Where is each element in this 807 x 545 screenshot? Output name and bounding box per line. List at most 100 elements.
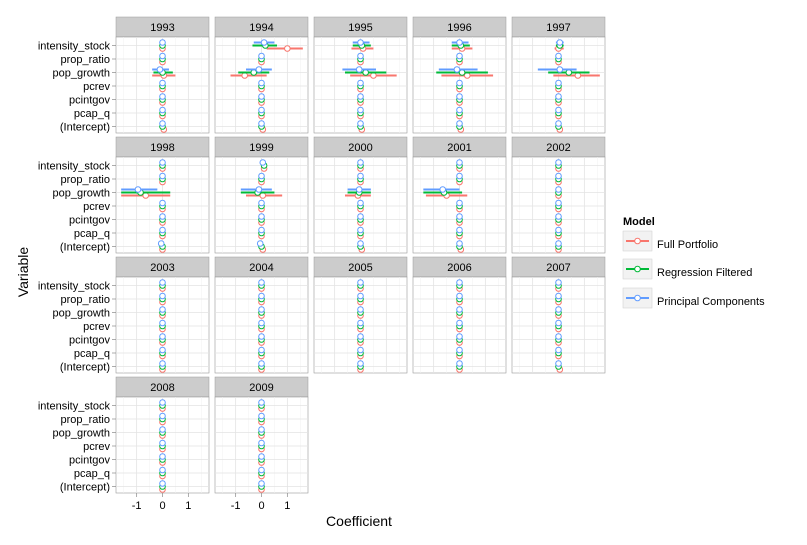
point-principal-components	[258, 213, 265, 220]
point-principal-components	[258, 226, 265, 234]
legend: Model Full Portfolio Regression Filtered…	[622, 216, 765, 309]
point-principal-components	[555, 159, 562, 166]
point-principal-components	[555, 319, 562, 327]
point-principal-components	[555, 333, 562, 340]
point-principal-components	[456, 292, 463, 300]
point-principal-components	[159, 319, 166, 327]
facet-strip-label: 2002	[546, 142, 570, 154]
facet-strip-label: 1995	[348, 22, 372, 34]
point-principal-components	[258, 439, 265, 447]
point-principal-components	[555, 346, 562, 354]
facet-strip-label: 1999	[249, 142, 273, 154]
y-tick-label: pcap_q	[74, 228, 110, 240]
point-principal-components	[357, 52, 364, 60]
point-principal-components	[355, 186, 363, 193]
y-tick-label: pcrev	[83, 441, 110, 453]
y-tick-label: pcintgov	[69, 335, 110, 347]
y-tick-label: pcintgov	[69, 95, 110, 107]
facet-panel-1996: 1996	[412, 16, 507, 134]
point-principal-components	[357, 199, 364, 207]
point-principal-components	[259, 159, 267, 166]
point-principal-components	[159, 466, 166, 474]
legend-label-regression-filtered: Regression Filtered	[657, 267, 752, 279]
point-principal-components	[258, 319, 265, 327]
y-tick-label: pop_growth	[53, 68, 111, 80]
point-principal-components	[357, 240, 364, 247]
point-principal-components	[258, 52, 265, 60]
point-principal-components	[555, 213, 562, 220]
point-principal-components	[159, 172, 166, 180]
point-principal-components	[159, 279, 166, 286]
point-principal-components	[258, 306, 265, 313]
point-principal-components	[159, 453, 166, 460]
point-principal-components	[456, 240, 463, 247]
facet-strip-label: 2007	[546, 262, 570, 274]
point-principal-components	[456, 79, 463, 87]
point-principal-components	[258, 360, 265, 367]
point-principal-components	[159, 399, 166, 406]
point-principal-components	[555, 106, 562, 114]
point-principal-components	[556, 39, 564, 46]
point-full-portfolio	[142, 192, 150, 199]
point-principal-components	[439, 186, 447, 193]
facet-strip-label: 2004	[249, 262, 273, 274]
point-principal-components	[134, 186, 142, 193]
facet-panel-2009: 2009 -1 0 1	[214, 376, 309, 512]
point-regression-filtered	[458, 69, 466, 76]
y-tick-label: (Intercept)	[60, 362, 110, 374]
point-principal-components	[159, 213, 166, 220]
point-principal-components	[456, 172, 463, 180]
point-principal-components	[258, 199, 265, 207]
facet-strip-label: 1996	[447, 22, 471, 34]
point-principal-components	[159, 333, 166, 340]
facet-strip-label: 2006	[447, 262, 471, 274]
y-tick-label: pcintgov	[69, 455, 110, 467]
point-principal-components	[357, 360, 364, 367]
point-principal-components	[357, 120, 364, 127]
point-principal-components	[159, 79, 166, 87]
y-tick-label: intensity_stock	[38, 161, 111, 173]
point-principal-components	[159, 346, 166, 354]
facet-panel-1994: 1994	[214, 16, 309, 134]
point-principal-components	[555, 240, 562, 247]
point-principal-components	[258, 346, 265, 354]
point-principal-components	[159, 39, 166, 46]
facet-strip-label: 1993	[150, 22, 174, 34]
legend-point-regression-filtered	[634, 265, 641, 273]
point-principal-components	[159, 360, 166, 367]
point-principal-components	[456, 306, 463, 313]
y-tick-label: prop_ratio	[60, 294, 110, 306]
point-full-portfolio	[574, 72, 582, 79]
point-full-portfolio	[463, 72, 471, 79]
y-tick-label: pcintgov	[69, 215, 110, 227]
point-principal-components	[256, 240, 264, 247]
facet-strip-label: 2001	[447, 142, 471, 154]
point-principal-components	[260, 39, 268, 46]
point-principal-components	[258, 279, 265, 286]
y-tick-label: intensity_stock	[38, 41, 111, 53]
point-principal-components	[159, 159, 166, 166]
point-principal-components	[456, 106, 463, 114]
point-principal-components	[456, 93, 463, 100]
point-principal-components	[555, 120, 562, 127]
point-principal-components	[456, 279, 463, 286]
point-principal-components	[159, 52, 166, 60]
point-principal-components	[555, 186, 562, 193]
point-principal-components	[159, 199, 166, 207]
x-tick-label: 0	[258, 500, 264, 512]
facet-panel-2005: 2005	[313, 256, 408, 374]
point-principal-components	[258, 453, 265, 460]
point-principal-components	[555, 93, 562, 100]
point-principal-components	[555, 52, 562, 60]
facet-panel-2001: 2001	[412, 136, 507, 254]
point-principal-components	[159, 412, 166, 420]
point-principal-components	[456, 52, 463, 60]
facet-strip-label: 2008	[150, 382, 174, 394]
y-tick-label: pop_growth	[53, 428, 111, 440]
y-tick-label: prop_ratio	[60, 54, 110, 66]
point-principal-components	[555, 292, 562, 300]
point-principal-components	[258, 399, 265, 406]
point-principal-components	[357, 333, 364, 340]
